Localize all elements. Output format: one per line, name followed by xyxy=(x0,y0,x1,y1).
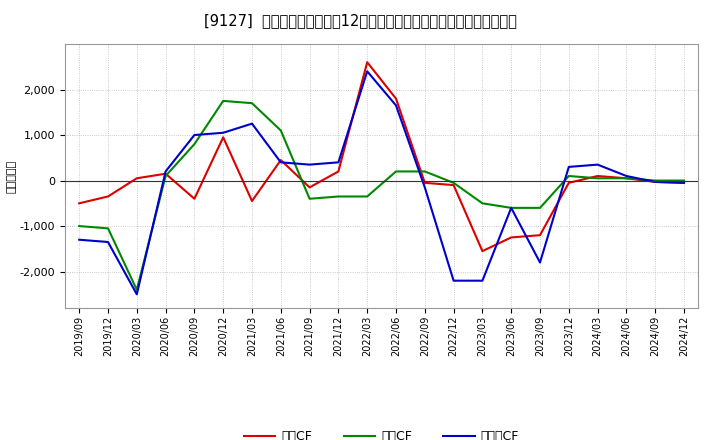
フリーCF xyxy=(593,162,602,167)
フリーCF xyxy=(219,130,228,136)
営業CF xyxy=(132,176,141,181)
投資CF xyxy=(420,169,429,174)
営業CF xyxy=(334,169,343,174)
投資CF xyxy=(593,176,602,181)
Line: 営業CF: 営業CF xyxy=(79,62,684,251)
投資CF xyxy=(392,169,400,174)
投資CF xyxy=(132,287,141,293)
営業CF xyxy=(75,201,84,206)
投資CF xyxy=(305,196,314,202)
営業CF xyxy=(219,135,228,140)
投資CF xyxy=(75,224,84,229)
投資CF xyxy=(334,194,343,199)
投資CF xyxy=(651,178,660,183)
投資CF xyxy=(507,205,516,210)
フリーCF xyxy=(132,292,141,297)
フリーCF xyxy=(536,260,544,265)
フリーCF xyxy=(564,164,573,169)
営業CF xyxy=(593,173,602,179)
営業CF xyxy=(536,232,544,238)
フリーCF xyxy=(622,173,631,179)
Y-axis label: （百万円）: （百万円） xyxy=(6,159,17,193)
営業CF xyxy=(651,179,660,184)
投資CF xyxy=(190,142,199,147)
フリーCF xyxy=(75,237,84,242)
フリーCF xyxy=(248,121,256,126)
Line: フリーCF: フリーCF xyxy=(79,71,684,294)
フリーCF xyxy=(392,103,400,108)
投資CF xyxy=(161,173,170,179)
投資CF xyxy=(564,173,573,179)
フリーCF xyxy=(190,132,199,138)
営業CF xyxy=(276,158,285,163)
営業CF xyxy=(564,180,573,186)
営業CF xyxy=(363,59,372,65)
フリーCF xyxy=(478,278,487,283)
フリーCF xyxy=(334,160,343,165)
フリーCF xyxy=(305,162,314,167)
営業CF xyxy=(420,180,429,186)
営業CF xyxy=(190,196,199,202)
営業CF xyxy=(248,198,256,204)
投資CF xyxy=(622,176,631,181)
営業CF xyxy=(161,171,170,176)
営業CF xyxy=(449,183,458,188)
フリーCF xyxy=(420,185,429,190)
フリーCF xyxy=(507,205,516,210)
営業CF xyxy=(305,185,314,190)
投資CF xyxy=(680,178,688,183)
営業CF xyxy=(104,194,112,199)
Line: 投資CF: 投資CF xyxy=(79,101,684,290)
投資CF xyxy=(276,128,285,133)
営業CF xyxy=(478,249,487,254)
投資CF xyxy=(219,98,228,103)
フリーCF xyxy=(276,160,285,165)
投資CF xyxy=(104,226,112,231)
フリーCF xyxy=(449,278,458,283)
フリーCF xyxy=(104,239,112,245)
フリーCF xyxy=(363,69,372,74)
フリーCF xyxy=(680,180,688,186)
投資CF xyxy=(478,201,487,206)
営業CF xyxy=(392,96,400,101)
投資CF xyxy=(363,194,372,199)
営業CF xyxy=(622,176,631,181)
フリーCF xyxy=(651,179,660,184)
Text: [9127]  キャッシュフローの12か月移動合計の対前年同期増減額の推移: [9127] キャッシュフローの12か月移動合計の対前年同期増減額の推移 xyxy=(204,13,516,28)
フリーCF xyxy=(161,169,170,174)
営業CF xyxy=(507,235,516,240)
投資CF xyxy=(449,180,458,186)
投資CF xyxy=(248,100,256,106)
投資CF xyxy=(536,205,544,210)
営業CF xyxy=(680,180,688,186)
Legend: 営業CF, 投資CF, フリーCF: 営業CF, 投資CF, フリーCF xyxy=(239,425,524,440)
